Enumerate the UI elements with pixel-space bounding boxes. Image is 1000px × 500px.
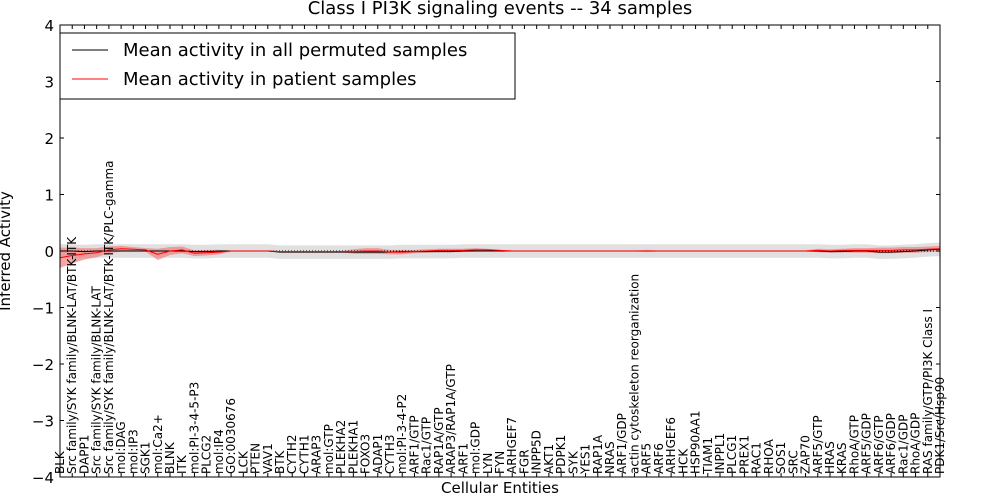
x-tick-label: PREX1 [737,435,751,474]
x-tick-label: FOXO3 [359,434,373,474]
x-tick-label: RHOA [762,438,776,474]
x-tick-label: ARF1/GTP [407,415,421,474]
x-tick-label: ARF6/GDP [884,413,898,474]
x-axis-label: Cellular Entities [441,479,559,497]
x-tick-label: Rac1/GTP [420,417,434,474]
x-tick-label: Src family/SYK family/BLNK-LAT/BTK-ITK/P… [102,160,116,474]
x-tick-label: CYTH1 [297,435,311,475]
y-tick-label: −2 [32,356,54,374]
x-tick-label: CYTH2 [285,435,299,475]
x-tick-label: mol:DAG [114,421,128,474]
x-tick-label: HCK [676,448,690,474]
x-tick-label: BTK [273,449,287,474]
x-tick-label: ADAP1 [371,434,385,474]
x-tick-label: HSP90AA1 [689,410,703,474]
x-tick-label: AKT1 [542,444,556,474]
x-tick-label: TIAM1 [701,437,715,475]
y-tick-label: −3 [32,413,54,431]
x-tick-label: mol:GDP [469,422,483,474]
x-tick-label: BLNK [163,441,177,474]
x-tick-label: PTEN [249,443,263,474]
x-tick-label: SRC [786,450,800,474]
x-tick-label: PLCG2 [200,435,214,474]
x-tick-label: LYN [481,453,495,474]
x-tick-label: VAV1 [261,443,275,474]
x-tick-label: CYTH3 [383,435,397,475]
x-tick-label: RAC1 [750,442,764,474]
x-tick-label: RhoA/GDP [909,413,923,474]
legend: Mean activity in all permuted samples Me… [59,32,516,100]
x-tick-label: mol:IP4 [212,429,226,474]
y-tick-label: 0 [44,243,54,261]
legend-box [59,32,516,100]
x-tick-label: KRAS [835,442,849,474]
x-tick-label: RAP1A/GTP [432,407,446,474]
x-tick-label: ARF1/GDP [615,413,629,474]
x-tick-label: PLEKHA2 [334,420,348,474]
x-tick-label: INPPL1 [713,433,727,474]
x-tick-label: ARF5/GDP [860,413,874,474]
y-tick-label: 1 [44,187,54,205]
x-tick-label: INPP5D [530,430,544,474]
x-tick-label: SYK [566,450,580,474]
x-tick-label: RAP1A [591,434,605,474]
x-tick-label: RAS family/GTP/PI3K Class I [921,309,935,474]
x-tick-label: FGR [517,449,531,474]
series-line-patient [59,248,941,259]
x-tick-label: SGK1 [139,442,153,474]
x-tick-label: ARF6 [652,443,666,474]
x-tick-label: LCK [236,450,250,474]
x-tick-label: PLEKHA1 [346,420,360,474]
x-tick-label: PDK1/Src/Hsp90 [933,377,947,474]
x-tick-label: ZAP70 [799,435,813,474]
x-tick-label: ITK [175,454,189,474]
x-tick-label: ARHGEF7 [505,417,519,474]
x-tick-label: Src family/SYK family/BLNK-LAT/BTK-ITK [65,236,79,474]
x-tick-label: ARAP3 [310,435,324,474]
x-tick-label: BLK [53,450,67,474]
x-tick-label: mol:GTP [322,424,336,474]
x-tick-label: mol:PI-3-4-5-P3 [187,382,201,474]
x-tick-label: ARF5/GTP [811,415,825,474]
y-tick-label: 3 [44,74,54,92]
y-tick-label: −4 [32,469,54,487]
legend-label-permuted: Mean activity in all permuted samples [123,40,467,61]
x-tick-label: ARF5 [640,443,654,474]
x-tick-label: DAPP1 [77,435,91,474]
x-tick-label: actin cytoskeleton reorganization [627,274,641,474]
x-tick-label: ARF6/GTP [872,415,886,474]
x-tick-label: HRAS [823,441,837,474]
x-tick-label: Rac1/GDP [896,415,910,474]
x-tick-label: mol:IP3 [126,429,140,474]
x-tick-label: RhoA/GTP [847,415,861,474]
y-tick-label: 4 [44,17,54,35]
y-tick-label: −1 [32,300,54,318]
x-tick-label: PLCG1 [725,435,739,474]
legend-label-patient: Mean activity in patient samples [123,69,417,90]
x-tick-label: SOS1 [774,442,788,474]
x-tick-label: FYN [493,451,507,474]
x-tick-label: mol:Ca2+ [151,414,165,474]
x-tick-label: ARF1 [456,443,470,474]
chart-title: Class I PI3K signaling events -- 34 samp… [308,0,693,19]
x-tick-label: GO:0030676 [224,398,238,474]
y-tick-label: 2 [44,130,54,148]
y-axis-label: Inferred Activity [0,191,14,311]
x-tick-label: mol:PI-3-4-P2 [395,394,409,474]
x-tick-label: PDPK1 [554,435,568,474]
x-tick-label: ARHGEF6 [664,417,678,474]
x-tick-label: ARAP3/RAP1A/GTP [444,364,458,474]
x-tick-label: Src family/SYK family/BLNK-LAT [90,285,104,474]
x-tick-label: NRAS [603,441,617,474]
x-tick-label: YES1 [579,444,593,475]
